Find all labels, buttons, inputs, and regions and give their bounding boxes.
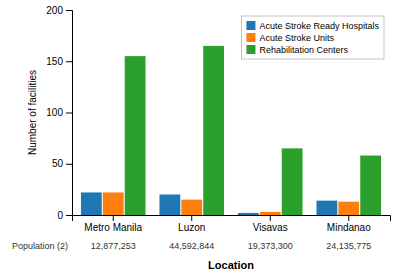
x-tick-label: Luzon <box>178 222 205 233</box>
legend-swatch <box>246 21 255 30</box>
population: 19,373,300 <box>248 241 293 251</box>
x-tick-label: Visavas <box>253 222 288 233</box>
y-tick-label: 150 <box>46 56 63 67</box>
y-tick-label: 200 <box>46 5 63 16</box>
y-tick-mark <box>66 215 72 216</box>
legend-swatch <box>246 45 255 54</box>
legend-box <box>241 16 384 59</box>
bar <box>282 148 303 215</box>
y-tick: 50 <box>52 158 72 169</box>
y-tick-label: 0 <box>57 210 63 221</box>
bar-series <box>125 46 381 215</box>
x-tick-mark <box>348 215 349 221</box>
population: 12,877,253 <box>91 241 136 251</box>
legend-label: Acute Stroke Ready Hospitals <box>259 21 379 31</box>
y-tick-mark <box>66 10 72 11</box>
bar <box>181 200 202 215</box>
x-tick-label: Metro Manila <box>84 222 142 233</box>
y-tick-label: 50 <box>52 158 64 169</box>
x-tick-label: Mindanao <box>327 222 371 233</box>
y-axis-line <box>66 11 73 216</box>
x-tick-mark <box>270 215 271 221</box>
bar <box>81 192 102 215</box>
x-tick-mark <box>113 215 114 221</box>
x-tick: Visavas <box>253 215 288 233</box>
y-tick-mark <box>66 113 72 114</box>
x-tick: Luzon <box>178 215 205 233</box>
chart: 0 50 100 150 200 Metro Manila Luzon Visavas Mind… <box>0 0 400 275</box>
y-tick: 150 <box>46 56 72 67</box>
x-tick: Metro Manila <box>84 215 142 233</box>
x-tick: Mindanao <box>327 215 371 233</box>
y-tick-label: 100 <box>46 107 63 118</box>
bars <box>81 46 381 215</box>
x-tick-mark <box>191 215 192 221</box>
population: 44,592,844 <box>169 241 214 251</box>
bar <box>317 201 338 215</box>
bar <box>360 156 381 215</box>
y-tick: 200 <box>46 5 72 16</box>
y-axis-title: Number of facilities <box>27 70 38 155</box>
bar <box>338 202 359 215</box>
x-axis-line <box>73 216 391 222</box>
bar <box>238 213 259 215</box>
y-tick: 0 <box>57 210 72 221</box>
x-axis: Metro Manila Luzon Visavas Mindanao <box>73 215 391 233</box>
population: 24,135,775 <box>326 241 371 251</box>
y-tick-mark <box>66 164 72 165</box>
legend-entry: Acute Stroke Ready Hospitals <box>246 21 379 31</box>
legend-label: Rehabilitation Centers <box>259 45 348 55</box>
legend-entry: Acute Stroke Units <box>246 33 334 43</box>
bar <box>159 195 180 216</box>
bar <box>125 56 146 215</box>
population-label: Population (2) <box>12 241 68 251</box>
legend-swatch <box>246 33 255 42</box>
legend: Acute Stroke Ready Hospitals Acute Stroke… <box>241 16 384 59</box>
y-tick-mark <box>66 61 72 62</box>
legend-label: Acute Stroke Units <box>259 33 334 43</box>
bar <box>260 212 281 215</box>
legend-entry: Rehabilitation Centers <box>246 45 348 55</box>
x-axis-title: Location <box>208 259 254 271</box>
y-axis: 0 50 100 150 200 <box>46 5 72 221</box>
y-tick: 100 <box>46 107 72 118</box>
bar <box>103 192 124 215</box>
bar <box>203 46 224 215</box>
